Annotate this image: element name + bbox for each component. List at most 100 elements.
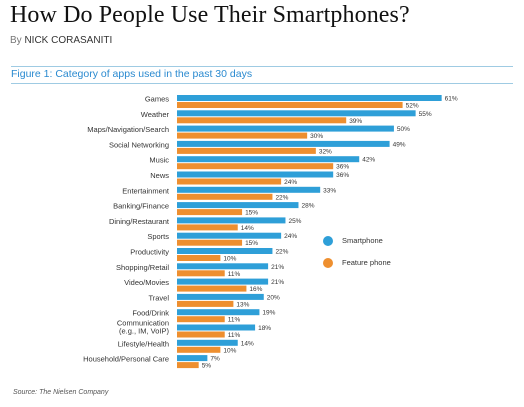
value-label: 36% [336, 164, 349, 171]
value-label: 7% [210, 356, 220, 363]
bar-smartphone [177, 171, 334, 178]
value-label: 52% [406, 103, 419, 110]
category-label: Banking/Finance [113, 202, 169, 211]
category-label: Social Networking [109, 140, 169, 149]
value-label: 11% [228, 317, 241, 324]
value-label: 21% [271, 279, 284, 286]
bar-feature-phone [177, 209, 243, 216]
bar-feature-phone [177, 285, 247, 292]
value-label: 10% [223, 347, 236, 354]
value-label: 24% [284, 233, 297, 240]
legend-label-feature-phone: Feature phone [342, 258, 391, 267]
legend-swatch-smartphone [323, 236, 333, 246]
value-label: 15% [245, 240, 258, 247]
bar-smartphone [177, 339, 238, 346]
bar-smartphone [177, 248, 273, 254]
bar-chart: Games 61% 52% Weather 55% 39% Maps/Navigation/… [83, 95, 458, 370]
value-label: 22% [275, 194, 288, 201]
category-label: Travel [148, 293, 169, 302]
value-label: 19% [262, 310, 275, 317]
bar-feature-phone [177, 224, 238, 231]
category-label: Maps/Navigation/Search [87, 125, 169, 134]
value-label: 11% [228, 332, 241, 339]
category-label: Productivity [130, 248, 169, 257]
value-label: 21% [271, 264, 284, 271]
value-label: 20% [267, 294, 280, 301]
value-label: 11% [228, 271, 241, 278]
category-label: Communication (e.g., IM, VoIP) [117, 319, 170, 336]
bar-smartphone [177, 324, 256, 331]
figure-title: Figure 1: Category of apps used in the p… [11, 68, 253, 80]
category-label: Sports [147, 232, 169, 241]
bar-smartphone [177, 202, 299, 209]
category-label: Dining/Restaurant [109, 217, 170, 226]
category-label: Shopping/Retail [116, 263, 169, 272]
value-label: 16% [249, 286, 262, 293]
bar-feature-phone [177, 300, 234, 307]
bar-smartphone [177, 263, 269, 270]
category-label: Video/Movies [124, 278, 169, 287]
legend-label-smartphone: Smartphone [342, 236, 383, 245]
bar-feature-phone [177, 193, 273, 200]
category-label: Games [145, 95, 169, 104]
value-label: 32% [319, 148, 332, 155]
value-label: 14% [241, 340, 254, 347]
value-label: 22% [275, 249, 288, 256]
bar-smartphone [177, 278, 269, 285]
figure-source: Source: The Nielsen Company [13, 389, 109, 396]
article-headline: How Do People Use Their Smartphones? [10, 2, 410, 28]
category-label: Music [149, 156, 169, 165]
bar-feature-phone [177, 102, 403, 108]
bar-smartphone [177, 95, 442, 101]
value-label: 30% [310, 133, 323, 140]
value-label: 25% [288, 218, 301, 225]
bar-smartphone [177, 309, 260, 316]
bar-feature-phone [177, 331, 225, 338]
value-label: 36% [336, 172, 349, 179]
bar-feature-phone [177, 163, 334, 170]
category-label: News [150, 171, 169, 180]
value-label: 49% [393, 141, 406, 148]
article-byline: By NICK CORASANITI [10, 35, 112, 46]
value-label: 33% [323, 187, 336, 194]
bar-feature-phone [177, 270, 225, 277]
value-label: 28% [301, 203, 314, 210]
bar-smartphone [177, 232, 282, 239]
category-label: Entertainment [122, 186, 170, 195]
bar-smartphone [177, 293, 264, 300]
author-link[interactable]: NICK CORASANITI [24, 35, 113, 46]
value-label: 55% [419, 111, 432, 118]
value-label: 5% [202, 363, 212, 370]
figure: Figure 1: Category of apps used in the p… [11, 66, 513, 407]
bar-feature-phone [177, 147, 316, 154]
bar-feature-phone [177, 255, 221, 261]
bar-feature-phone [177, 239, 243, 246]
value-label: 42% [362, 157, 375, 164]
bar-smartphone [177, 110, 416, 117]
value-label: 14% [241, 225, 254, 232]
legend-swatch-feature-phone [323, 258, 333, 268]
category-label: Household/Personal Care [83, 355, 169, 364]
value-label: 61% [445, 96, 458, 103]
value-label: 13% [236, 301, 249, 308]
bar-feature-phone [177, 362, 199, 369]
bar-feature-phone [177, 117, 347, 124]
bar-smartphone [177, 125, 394, 132]
bar-smartphone [177, 156, 360, 163]
bar-feature-phone [177, 316, 225, 323]
bar-smartphone [177, 140, 390, 147]
value-label: 10% [223, 256, 236, 263]
bar-smartphone [177, 217, 286, 224]
bar-smartphone [177, 186, 321, 193]
value-label: 24% [284, 179, 297, 186]
category-label: Food/Drink [132, 309, 169, 318]
bar-smartphone [177, 355, 208, 362]
value-label: 50% [397, 126, 410, 133]
value-label: 18% [258, 325, 271, 332]
bar-feature-phone [177, 346, 221, 353]
bar-feature-phone [177, 132, 308, 139]
figure-divider [11, 83, 513, 84]
value-label: 39% [349, 118, 362, 125]
byline-prefix: By [10, 35, 22, 46]
bar-feature-phone [177, 178, 282, 185]
